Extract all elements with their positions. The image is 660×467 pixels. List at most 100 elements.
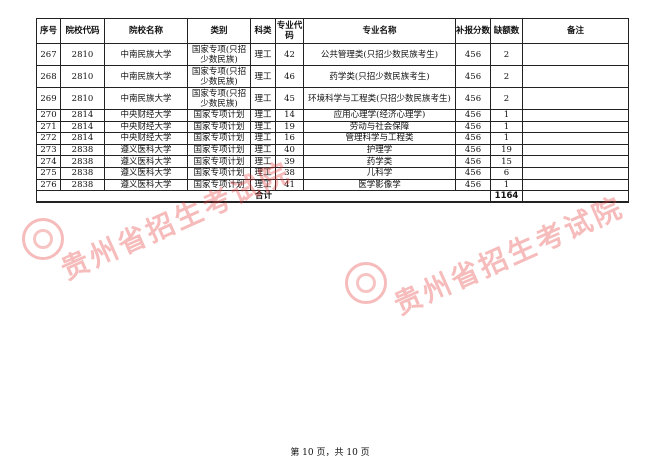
table-cell: 19	[490, 143, 523, 157]
table-cell	[522, 143, 629, 157]
table-header-row: 序号院校代码院校名称类别科类专业代码专业名称补报分数线缺额数备注	[36, 18, 629, 44]
table-cell: 理工	[250, 43, 276, 66]
table-cell: 国家专项计划	[187, 120, 251, 134]
table-cell: 中央财经大学	[104, 132, 188, 145]
table-cell: 2810	[60, 65, 105, 88]
table-cell: 271	[36, 120, 61, 134]
table-cell	[522, 132, 629, 145]
table-cell: 2838	[60, 178, 105, 192]
table-cell: 国家专项计划	[187, 178, 251, 192]
table-cell: 456	[455, 132, 491, 145]
table-cell: 14	[275, 109, 304, 122]
table-cell: 2	[490, 87, 523, 110]
table-row: 276 2838 遵义医科大学 国家专项计划 理工 41 医学影像学 456 1	[36, 178, 629, 192]
table-cell: 中央财经大学	[104, 120, 188, 134]
table-cell: 1	[490, 178, 523, 192]
table-cell: 2838	[60, 166, 105, 180]
table-cell: 2810	[60, 87, 105, 110]
table-cell: 456	[455, 166, 491, 180]
table-cell: 理工	[250, 155, 276, 168]
table-cell: 456	[455, 143, 491, 157]
table-cell: 药学类(只招少数民族考生)	[303, 65, 456, 88]
table-cell: 护理学	[303, 143, 456, 157]
table-cell: 16	[275, 132, 304, 145]
table-row: 275 2838 遵义医科大学 国家专项计划 理工 38 儿科学 456 6	[36, 166, 629, 180]
column-header: 院校名称	[104, 18, 188, 44]
table-cell: 理工	[250, 132, 276, 145]
column-header: 补报分数线	[455, 18, 491, 44]
table-cell: 268	[36, 65, 61, 88]
table-cell: 医学影像学	[303, 178, 456, 192]
table-cell	[522, 178, 629, 192]
table-cell: 遵义医科大学	[104, 166, 188, 180]
table-cell: 275	[36, 166, 61, 180]
table-cell	[522, 120, 629, 134]
table-cell: 1	[490, 120, 523, 134]
table-cell: 2814	[60, 109, 105, 122]
table-cell: 2814	[60, 132, 105, 145]
table-cell: 40	[275, 143, 304, 157]
total-value: 1164	[490, 190, 523, 203]
table-cell: 276	[36, 178, 61, 192]
table-cell: 理工	[250, 120, 276, 134]
column-header: 备注	[522, 18, 629, 44]
table-cell: 国家专项计划	[187, 109, 251, 122]
table-row: 272 2814 中央财经大学 国家专项计划 理工 16 管理科学与工程类 456 1	[36, 132, 629, 145]
table-cell: 遵义医科大学	[104, 178, 188, 192]
table-cell: 2810	[60, 43, 105, 66]
table-row: 274 2838 遵义医科大学 国家专项计划 理工 39 药学类 456 15	[36, 155, 629, 168]
table-cell: 269	[36, 87, 61, 110]
table-cell: 456	[455, 155, 491, 168]
table-cell: 国家专项(只招少数民族)	[187, 43, 251, 66]
table-row: 271 2814 中央财经大学 国家专项计划 理工 19 劳动与社会保障 456 1	[36, 120, 629, 134]
table-cell: 理工	[250, 109, 276, 122]
table-cell	[522, 155, 629, 168]
table-cell: 国家专项计划	[187, 143, 251, 157]
page-footer: 第 10 页，共 10 页	[290, 448, 370, 458]
table-cell: 41	[275, 178, 304, 192]
table-cell: 39	[275, 155, 304, 168]
table-cell: 1	[490, 132, 523, 145]
table-cell	[522, 65, 629, 88]
table-row: 270 2814 中央财经大学 国家专项计划 理工 14 应用心理学(经济心理学) 456 1	[36, 109, 629, 122]
table-cell: 中央财经大学	[104, 109, 188, 122]
table-cell: 2	[490, 65, 523, 88]
table-cell: 环境科学与工程类(只招少数民族考生)	[303, 87, 456, 110]
table-cell: 劳动与社会保障	[303, 120, 456, 134]
table-cell: 国家专项计划	[187, 155, 251, 168]
column-header: 院校代码	[60, 18, 105, 44]
table-cell: 456	[455, 178, 491, 192]
table-cell: 中南民族大学	[104, 43, 188, 66]
watermark: 贵州省招生考试院	[388, 190, 629, 322]
column-header: 专业代码	[275, 18, 304, 44]
table-cell: 15	[490, 155, 523, 168]
table-cell: 儿科学	[303, 166, 456, 180]
seal-logo-icon	[22, 218, 64, 260]
column-header: 类别	[187, 18, 251, 44]
column-header: 专业名称	[303, 18, 456, 44]
table-cell: 中南民族大学	[104, 87, 188, 110]
column-header: 科类	[250, 18, 276, 44]
table-cell: 273	[36, 143, 61, 157]
table-cell: 公共管理类(只招少数民族考生)	[303, 43, 456, 66]
table-row: 268 2810 中南民族大学 国家专项(只招少数民族) 理工 46 药学类(只招少数民族考…	[36, 65, 629, 88]
table-cell: 2	[490, 43, 523, 66]
table-cell: 38	[275, 166, 304, 180]
table-cell: 遵义医科大学	[104, 143, 188, 157]
table-cell: 理工	[250, 143, 276, 157]
table-cell: 理工	[250, 87, 276, 110]
table-cell: 456	[455, 87, 491, 110]
table-cell: 国家专项计划	[187, 166, 251, 180]
table-row: 269 2810 中南民族大学 国家专项(只招少数民族) 理工 45 环境科学与工程类(只招…	[36, 87, 629, 110]
table-cell: 274	[36, 155, 61, 168]
total-label: 合计	[36, 190, 491, 203]
table-cell: 272	[36, 132, 61, 145]
table-cell: 理工	[250, 166, 276, 180]
table-cell: 19	[275, 120, 304, 134]
table-cell	[522, 87, 629, 110]
table-cell: 管理科学与工程类	[303, 132, 456, 145]
table-row: 273 2838 遵义医科大学 国家专项计划 理工 40 护理学 456 19	[36, 143, 629, 157]
table-row: 267 2810 中南民族大学 国家专项(只招少数民族) 理工 42 公共管理类(只招少数民…	[36, 43, 629, 66]
table-cell: 国家专项(只招少数民族)	[187, 65, 251, 88]
table-cell	[522, 43, 629, 66]
